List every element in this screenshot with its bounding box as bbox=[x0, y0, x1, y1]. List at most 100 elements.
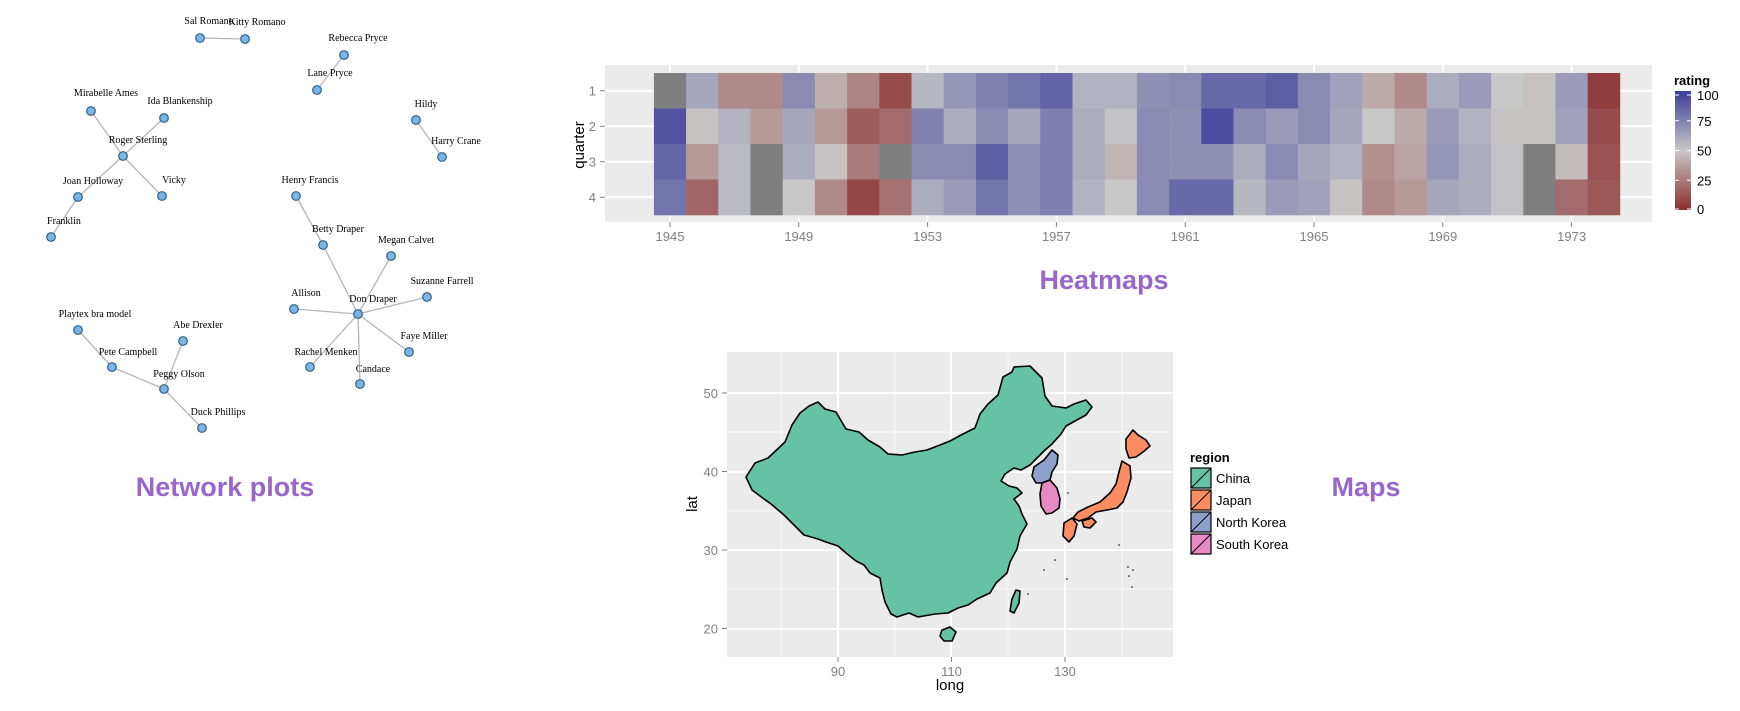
heatmap-cell-q2-1972 bbox=[1523, 108, 1556, 145]
heatmap-cell-q3-1962 bbox=[1201, 144, 1234, 180]
heatmap-cell-q3-1945 bbox=[653, 144, 687, 180]
heatmap-cell-q1-1969 bbox=[1426, 73, 1460, 109]
edge-henry-francis-betty-draper bbox=[295, 195, 324, 246]
map-legend: China Japan North Korea South Korea bbox=[1190, 467, 1289, 555]
heatmap-cell-q1-1950 bbox=[814, 73, 848, 109]
heatmap-cell-q1-1957 bbox=[1040, 73, 1073, 109]
node-label-playtex-bra-model: Playtex bra model bbox=[59, 309, 132, 320]
heatmap-cell-q3-1973 bbox=[1555, 144, 1588, 180]
heatmap-cell-q4-1952 bbox=[879, 179, 912, 216]
heatmap-cell-q3-1954 bbox=[943, 144, 977, 180]
node-label-rachel-menken: Rachel Menken bbox=[294, 347, 357, 358]
heatmap-cell-q2-1951 bbox=[847, 108, 880, 145]
heatmap-cell-q4-1949 bbox=[782, 179, 816, 216]
legend-key-diagonal bbox=[1190, 511, 1212, 533]
heatmap-cell-q2-1961 bbox=[1169, 108, 1202, 145]
heatmap-cell-q1-1952 bbox=[879, 73, 912, 109]
map-y-tick-label: 50 bbox=[704, 386, 718, 401]
map-y-tick-label: 20 bbox=[704, 622, 718, 637]
heatmap-cell-q3-1972 bbox=[1523, 144, 1556, 180]
edge-rachel-menken-don-draper bbox=[309, 313, 359, 368]
heatmap-cell-q1-1974 bbox=[1587, 73, 1621, 109]
map-y-axis-title: lat bbox=[684, 495, 701, 512]
china-taiwan bbox=[1009, 589, 1021, 614]
map-y-tick-label: 40 bbox=[704, 465, 718, 480]
heatmap-cell-q1-1958 bbox=[1072, 73, 1105, 109]
heatmap-cell-q4-1972 bbox=[1523, 179, 1556, 216]
heatmap-cell-q2-1969 bbox=[1426, 108, 1460, 145]
node-harry-crane bbox=[437, 152, 447, 162]
island-dot bbox=[1127, 566, 1129, 568]
node-label-ida-blankenship: Ida Blankenship bbox=[147, 96, 212, 107]
map-x-tick-label: 110 bbox=[941, 664, 962, 679]
heatmap-cell-q1-1973 bbox=[1555, 73, 1588, 109]
node-suzanne-farrell bbox=[422, 292, 432, 302]
map-legend-title: region bbox=[1190, 450, 1230, 465]
edge-mirabelle-ames-roger-sterling bbox=[90, 110, 124, 157]
node-vicky bbox=[157, 191, 167, 201]
heatmap-cell-q4-1971 bbox=[1491, 179, 1524, 216]
heatmap-cell-q1-1954 bbox=[943, 73, 977, 109]
heatmap-cell-q1-1949 bbox=[782, 73, 816, 109]
heatmap-cell-q3-1950 bbox=[814, 144, 848, 180]
heatmap-cell-q3-1963 bbox=[1233, 144, 1266, 180]
island-dot bbox=[1132, 569, 1134, 571]
heatmap-cell-q3-1970 bbox=[1458, 144, 1492, 180]
heatmap-y-ticks: 1 2 3 4 bbox=[589, 83, 605, 205]
heatmap-cell-q2-1950 bbox=[814, 108, 848, 145]
map-x-tick-label: 130 bbox=[1054, 664, 1076, 679]
heatmap-cell-q1-1955 bbox=[975, 73, 1009, 109]
heatmap-cell-q1-1964 bbox=[1265, 73, 1299, 109]
heatmap-cell-q1-1966 bbox=[1330, 73, 1363, 109]
heatmap-cell-q1-1947 bbox=[718, 73, 751, 109]
heatmap-cell-q2-1964 bbox=[1265, 108, 1299, 145]
heatmap-cell-q2-1959 bbox=[1104, 108, 1138, 145]
heatmap-cell-q2-1957 bbox=[1040, 108, 1073, 145]
heatmap-cell-q1-1965 bbox=[1297, 73, 1331, 109]
heatmap-cell-q2-1958 bbox=[1072, 108, 1105, 145]
heatmap-cell-q3-1956 bbox=[1008, 144, 1041, 180]
island-dot bbox=[1118, 544, 1120, 546]
legend-tick-label: 100 bbox=[1697, 88, 1719, 103]
node-label-duck-phillips: Duck Phillips bbox=[191, 407, 246, 418]
heatmap-cell-q4-1963 bbox=[1233, 179, 1266, 216]
heatmap-x-tick-label: 1953 bbox=[913, 229, 942, 244]
heatmap-cell-q3-1967 bbox=[1362, 144, 1395, 180]
heatmap-cell-q1-1961 bbox=[1169, 73, 1202, 109]
heatmap-cell-q4-1948 bbox=[750, 179, 783, 216]
heatmap-cell-q2-1962 bbox=[1201, 108, 1234, 145]
heatmaps-title: Heatmaps bbox=[1039, 265, 1168, 295]
node-duck-phillips bbox=[197, 423, 207, 433]
edge-candace-don-draper bbox=[357, 313, 361, 385]
map-x-tick-label: 90 bbox=[831, 664, 845, 679]
node-sal-romano bbox=[195, 33, 205, 43]
heatmap-cell-q1-1971 bbox=[1491, 73, 1524, 109]
heatmap-cell-q1-1959 bbox=[1104, 73, 1138, 109]
legend-label-north-korea: North Korea bbox=[1216, 515, 1287, 530]
node-rebecca-pryce bbox=[339, 50, 349, 60]
heatmap-cell-q1-1963 bbox=[1233, 73, 1266, 109]
heatmap-cell-q4-1964 bbox=[1265, 179, 1299, 216]
edge-pete-campbell-peggy-olson bbox=[111, 366, 165, 390]
node-label-kitty-romano: Kitty Romano bbox=[229, 17, 286, 28]
edge-megan-calvet-don-draper bbox=[357, 255, 392, 315]
heatmap-cell-q2-1966 bbox=[1330, 108, 1363, 145]
node-label-joan-holloway: Joan Holloway bbox=[63, 176, 123, 187]
legend-label-japan: Japan bbox=[1216, 493, 1251, 508]
heatmap-cell-q3-1965 bbox=[1297, 144, 1331, 180]
heatmap-cells bbox=[653, 73, 1621, 216]
heatmap-cell-q1-1962 bbox=[1201, 73, 1234, 109]
node-megan-calvet bbox=[386, 251, 396, 261]
edge-sal-romano-kitty-romano bbox=[199, 37, 246, 40]
island-dot bbox=[1027, 593, 1029, 595]
node-label-lane-pryce: Lane Pryce bbox=[307, 68, 353, 79]
map-shapes bbox=[745, 365, 1151, 642]
heatmap-cell-q4-1969 bbox=[1426, 179, 1460, 216]
node-abe-drexler bbox=[178, 336, 188, 346]
heatmap-cell-q4-1961 bbox=[1169, 179, 1202, 216]
map-y-tick-label: 30 bbox=[704, 543, 718, 558]
heatmap-cell-q3-1955 bbox=[975, 144, 1009, 180]
heatmap-cell-q1-1970 bbox=[1458, 73, 1492, 109]
legend-tick-label: 50 bbox=[1697, 144, 1711, 159]
heatmap-cell-q3-1969 bbox=[1426, 144, 1460, 180]
